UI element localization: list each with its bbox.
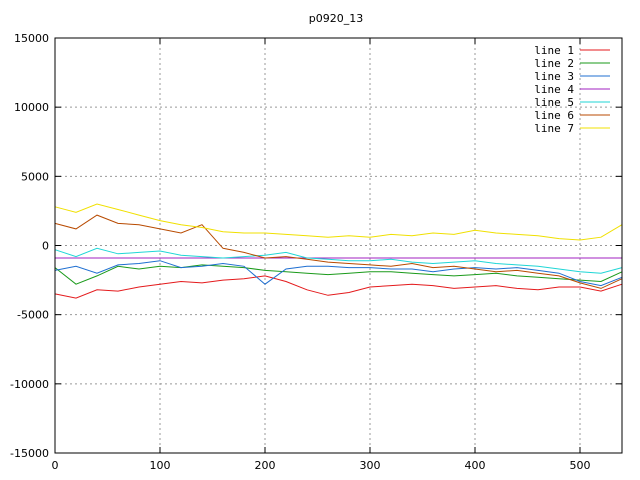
plot-frame	[54, 37, 623, 454]
legend-label-5: line 5	[534, 96, 574, 109]
x-tick-label: 100	[150, 459, 171, 472]
series-line-2	[54, 264, 623, 285]
chart-title: p0920_13	[309, 12, 363, 25]
legend-label-4: line 4	[534, 83, 574, 96]
y-tick-label: -15000	[10, 447, 49, 460]
legend-label-6: line 6	[534, 109, 574, 122]
legend-label-7: line 7	[534, 122, 574, 135]
x-tick-label: 400	[465, 459, 486, 472]
y-tick-label: 5000	[21, 170, 49, 183]
grid-lines	[55, 38, 622, 453]
y-tick-label: 10000	[14, 101, 49, 114]
x-tick-label: 200	[255, 459, 276, 472]
y-tick-label: 15000	[14, 32, 49, 45]
legend-label-1: line 1	[534, 44, 574, 57]
series-lines	[54, 203, 623, 299]
legend-label-3: line 3	[534, 70, 574, 83]
y-tick-label: -10000	[10, 378, 49, 391]
series-line-6	[54, 214, 623, 289]
x-tick-label: 500	[570, 459, 591, 472]
legend-label-2: line 2	[534, 57, 574, 70]
x-tick-label: 0	[52, 459, 59, 472]
series-line-3	[54, 260, 623, 287]
series-line-1	[54, 275, 623, 299]
x-tick-label: 300	[360, 459, 381, 472]
series-line-7	[54, 203, 623, 241]
y-tick-label: -5000	[17, 309, 49, 322]
series-line-5	[54, 247, 623, 274]
axes: -15000 -10000 -5000 0 5000 10000 15000 0 100 200 3…	[10, 32, 622, 472]
y-tick-label: 0	[42, 240, 49, 253]
